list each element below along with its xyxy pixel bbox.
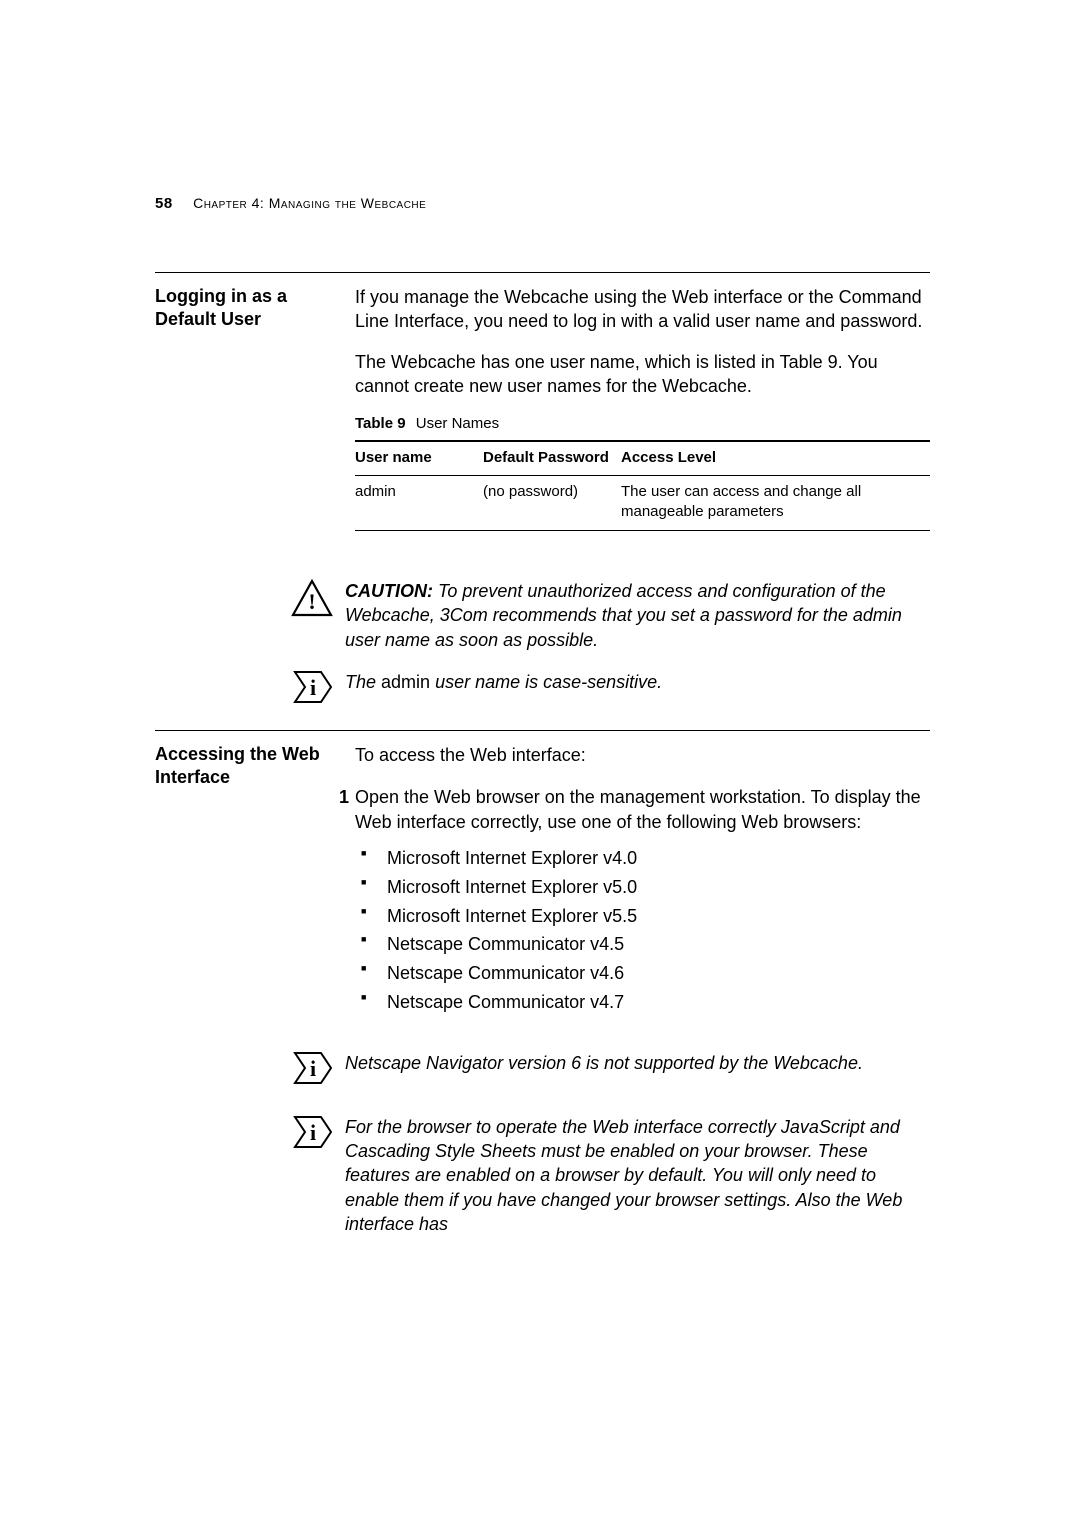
caution-note: ! CAUTION: To prevent unauthorized acces… [155,579,930,652]
list-item: Microsoft Internet Explorer v4.0 [383,844,930,873]
paragraph: If you manage the Webcache using the Web… [355,285,930,334]
table-header: Access Level [621,441,930,475]
info-pre: The [345,672,381,692]
info-text: Netscape Navigator version 6 is not supp… [345,1051,930,1075]
info-icon-wrap: i [155,1115,345,1149]
paragraph: The Webcache has one user name, which is… [355,350,930,399]
table-header: Default Password [483,441,621,475]
table-caption: Table 9 User Names [355,414,930,434]
table-row: admin (no password) The user can access … [355,475,930,531]
caution-icon: ! [291,579,333,617]
info-roman: admin [381,672,430,692]
info-post: user name is case-sensitive. [430,672,662,692]
list-item: Microsoft Internet Explorer v5.5 [383,902,930,931]
list-item: Netscape Communicator v4.5 [383,930,930,959]
table-header: User name [355,441,483,475]
info-icon: i [293,1115,333,1149]
info-icon: i [293,1051,333,1085]
user-names-table: User name Default Password Access Level … [355,440,930,531]
browser-list: Microsoft Internet Explorer v4.0 Microso… [355,844,930,1017]
table-cell: (no password) [483,475,621,531]
svg-text:i: i [310,675,316,700]
numbered-step: 1 Open the Web browser on the management… [355,785,930,834]
table-caption-text: User Names [416,415,499,432]
section-title: Logging in as a Default User [155,285,355,551]
info-icon-wrap: i [155,1051,345,1085]
caution-label: CAUTION: [345,581,433,601]
section-body: To access the Web interface: 1 Open the … [355,743,930,1033]
svg-text:i: i [310,1120,316,1145]
info-icon-wrap: i [155,670,345,704]
paragraph: To access the Web interface: [355,743,930,767]
info-note: i Netscape Navigator version 6 is not su… [155,1051,930,1085]
list-item: Netscape Communicator v4.7 [383,988,930,1017]
table-cell: admin [355,475,483,531]
info-text: The admin user name is case-sensitive. [345,670,930,694]
page: 58 Chapter 4: Managing the Webcache Logg… [0,0,1080,1528]
svg-text:!: ! [308,589,315,614]
chapter-label: Chapter 4: Managing the Webcache [193,195,426,211]
list-item: Netscape Communicator v4.6 [383,959,930,988]
step-number: 1 [325,785,349,809]
step-text: Open the Web browser on the management w… [355,785,930,834]
section-logging-in: Logging in as a Default User If you mana… [155,272,930,551]
table-number: Table 9 [355,415,406,432]
list-item: Microsoft Internet Explorer v5.0 [383,873,930,902]
info-note: i For the browser to operate the Web int… [155,1115,930,1236]
page-number: 58 [155,195,173,212]
caution-icon-wrap: ! [155,579,345,617]
section-body: If you manage the Webcache using the Web… [355,285,930,551]
caution-text: CAUTION: To prevent unauthorized access … [345,579,930,652]
info-icon: i [293,670,333,704]
running-header: 58 Chapter 4: Managing the Webcache [155,195,930,212]
svg-text:i: i [310,1056,316,1081]
info-note: i The admin user name is case-sensitive. [155,670,930,704]
info-text: For the browser to operate the Web inter… [345,1115,930,1236]
table-cell: The user can access and change all manag… [621,475,930,531]
section-accessing-web: Accessing the Web Interface To access th… [155,730,930,1033]
